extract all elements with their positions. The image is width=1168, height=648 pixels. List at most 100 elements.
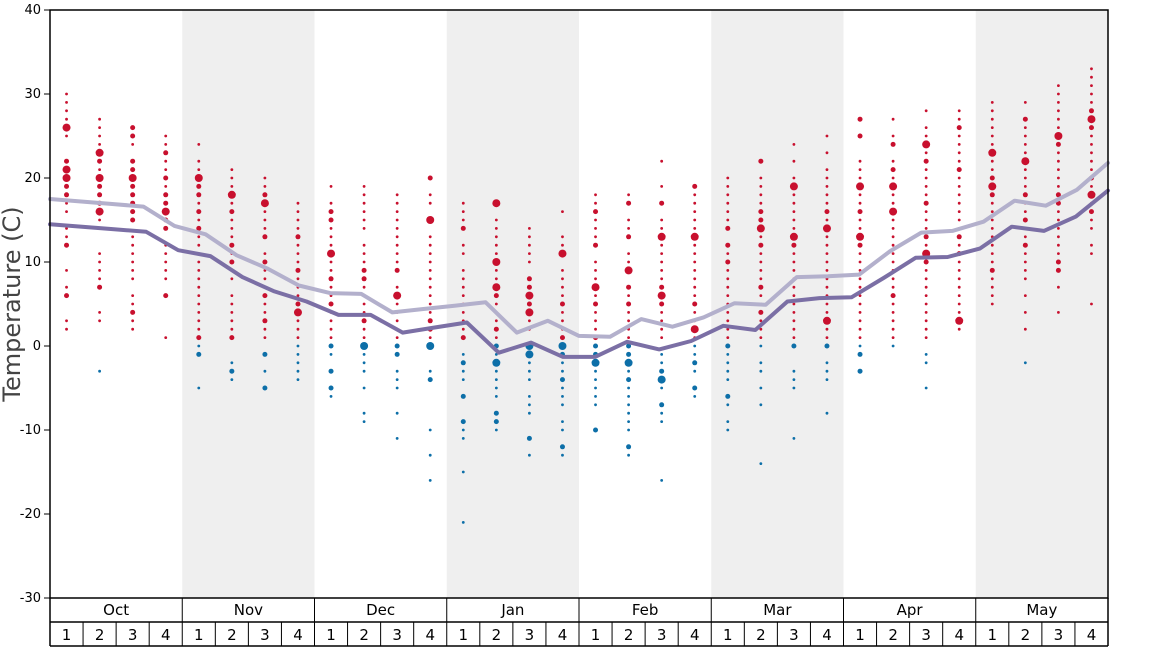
- warm-dot: [130, 309, 136, 315]
- warm-dot: [263, 218, 267, 222]
- warm-dot: [395, 252, 399, 256]
- warm-dot: [130, 158, 136, 164]
- warm-dot: [494, 252, 498, 256]
- warm-dot: [924, 294, 928, 297]
- cold-dot: [593, 427, 599, 433]
- warm-dot: [990, 159, 994, 163]
- warm-dot: [890, 293, 896, 299]
- warm-dot: [726, 336, 730, 339]
- warm-dot: [428, 193, 432, 197]
- warm-dot: [891, 285, 895, 289]
- warm-dot: [923, 200, 929, 206]
- warm-dot: [726, 277, 730, 281]
- warm-dot: [426, 216, 435, 224]
- warm-dot: [1055, 267, 1061, 273]
- warm-dot: [692, 183, 698, 189]
- warm-dot: [561, 277, 564, 281]
- warm-dot: [989, 192, 995, 198]
- warm-dot: [395, 210, 399, 214]
- cold-dot: [494, 378, 498, 381]
- warm-dot: [1022, 192, 1028, 198]
- warm-dot: [98, 260, 101, 264]
- warm-dot: [1057, 126, 1060, 129]
- warm-dot: [627, 311, 630, 314]
- cold-dot: [624, 358, 633, 367]
- warm-dot: [1088, 209, 1094, 215]
- warm-dot: [526, 284, 532, 290]
- warm-dot: [792, 260, 796, 264]
- warm-dot: [924, 302, 928, 306]
- warm-dot: [1057, 285, 1060, 289]
- warm-dot: [196, 209, 202, 215]
- month-band-may: [975, 10, 1108, 598]
- cold-dot: [493, 419, 499, 425]
- warm-dot: [825, 168, 829, 172]
- warm-dot: [1023, 134, 1027, 138]
- cold-dot: [362, 420, 366, 423]
- warm-dot: [889, 182, 898, 191]
- warm-dot: [822, 316, 831, 325]
- warm-dot: [64, 192, 70, 198]
- warm-dot: [229, 335, 235, 341]
- warm-dot: [131, 252, 135, 256]
- cold-dot: [792, 386, 796, 390]
- cold-dot: [825, 361, 829, 365]
- warm-dot: [792, 210, 796, 214]
- warm-dot: [891, 218, 895, 222]
- warm-dot: [1057, 218, 1060, 222]
- warm-dot: [428, 311, 432, 314]
- week-label: 4: [822, 626, 832, 644]
- warm-dot: [825, 336, 829, 339]
- warm-dot: [759, 235, 763, 239]
- warm-dot: [329, 227, 333, 230]
- warm-dot: [627, 294, 630, 297]
- warm-dot: [1090, 227, 1093, 230]
- cold-dot: [262, 351, 268, 357]
- warm-dot: [362, 327, 366, 331]
- cold-dot: [792, 437, 796, 440]
- warm-dot: [263, 327, 267, 331]
- cold-dot: [362, 369, 366, 373]
- warm-dot: [428, 260, 432, 264]
- warm-dot: [825, 269, 829, 272]
- warm-dot: [693, 243, 697, 247]
- upper-average-line: [48, 160, 1110, 339]
- warm-dot: [296, 277, 300, 281]
- warm-dot: [362, 193, 366, 197]
- warm-dot: [626, 301, 632, 307]
- warm-dot: [693, 210, 697, 214]
- warm-dot: [260, 199, 269, 208]
- warm-dot: [990, 302, 994, 306]
- cold-dot: [825, 378, 829, 381]
- warm-dot: [624, 266, 633, 275]
- warm-dot: [461, 327, 465, 331]
- cold-dot: [792, 378, 796, 381]
- warm-dot: [461, 243, 465, 247]
- warm-dot: [789, 182, 798, 191]
- warm-dot: [726, 185, 730, 188]
- warm-dot: [891, 311, 895, 314]
- warm-dot: [164, 185, 168, 188]
- warm-dot: [988, 148, 997, 157]
- warm-dot: [792, 336, 796, 339]
- warm-dot: [858, 277, 862, 281]
- warm-dot: [726, 193, 730, 197]
- cold-dot: [395, 369, 399, 373]
- warm-dot: [1054, 132, 1063, 140]
- warm-dot: [329, 269, 333, 272]
- warm-dot: [395, 319, 399, 323]
- warm-dot: [858, 252, 862, 256]
- warm-dot: [957, 277, 961, 281]
- warm-dot: [726, 210, 730, 214]
- warm-dot: [295, 301, 301, 307]
- warm-dot: [197, 327, 201, 331]
- warm-dot: [924, 134, 928, 138]
- warm-dot: [163, 192, 169, 198]
- warm-dot: [924, 227, 928, 230]
- cold-dot: [528, 378, 531, 381]
- week-label: 3: [525, 626, 535, 644]
- cold-dot: [759, 361, 763, 365]
- cold-dot: [230, 378, 234, 381]
- warm-dot: [858, 218, 862, 222]
- warm-dot: [594, 193, 597, 197]
